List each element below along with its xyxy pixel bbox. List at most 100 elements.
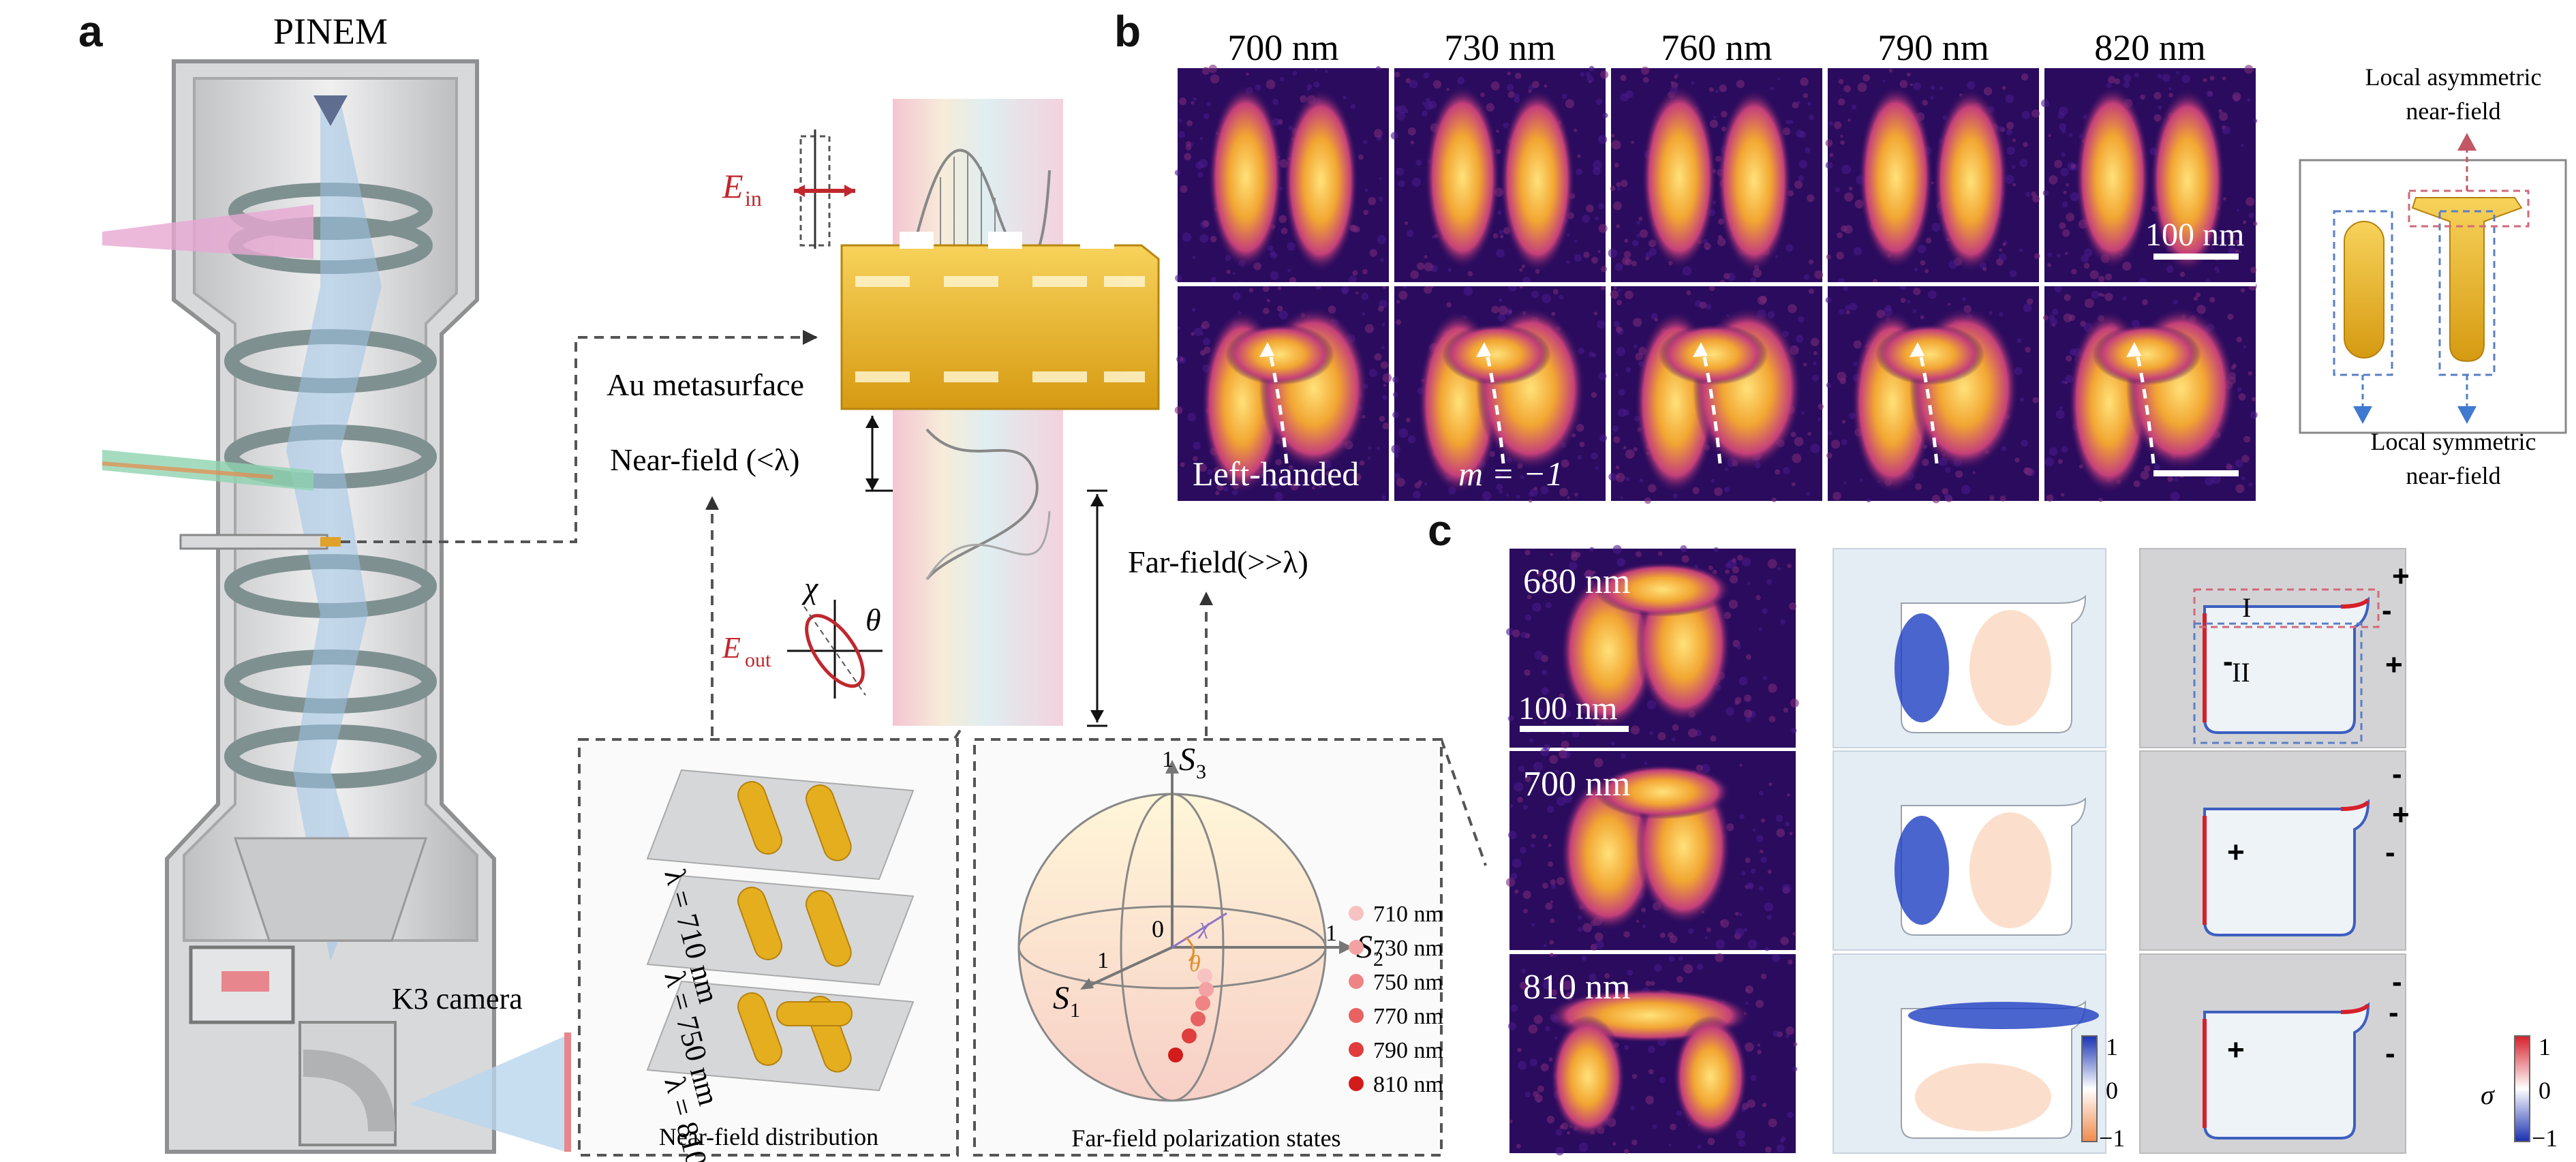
sphere-s1-sub: 1 <box>1070 999 1080 1022</box>
poincare-sphere <box>1017 760 1353 1102</box>
colorbar-sigma <box>2514 1035 2530 1142</box>
legend-dot <box>1349 906 1364 921</box>
scale-label-b: 100 nm <box>2145 217 2244 253</box>
polarization-point <box>1197 968 1212 983</box>
pinem-tile-c: 680 nm <box>1505 545 1799 752</box>
sphere-s3-sub: 3 <box>1196 761 1206 783</box>
sphere-one-right: 1 <box>1325 921 1337 946</box>
scale-bar-top <box>2153 254 2239 260</box>
panel-b-images <box>1174 64 2258 504</box>
near-field-plates <box>646 769 915 1092</box>
pinem-tile-b <box>1825 68 2040 286</box>
far-field-label: Far-field(>>λ) <box>1128 545 1308 579</box>
plus-sign: + <box>2392 560 2410 593</box>
wavelength-header-c: 700 nm <box>1523 765 1630 804</box>
e-in-sub: in <box>745 186 762 211</box>
minus-sign: - <box>2385 836 2395 869</box>
sphere-s2-sub: 2 <box>1373 948 1383 970</box>
simulation-tile <box>1833 953 2106 1154</box>
wavelength-legend: 710 nm 730 nm 750 nm 770 nm 790 nm 810 nm <box>1349 902 1443 1097</box>
polarization-point <box>1195 996 1210 1011</box>
legend-label: 790 nm <box>1373 1038 1443 1063</box>
surface-charge-tile <box>2139 953 2406 1154</box>
wavelength-header-b: 760 nm <box>1661 27 1773 68</box>
sphere-origin: 0 <box>1152 915 1164 943</box>
e-in-label: E <box>722 167 743 205</box>
region-two: II <box>2232 657 2250 688</box>
scale-bar-c <box>1520 726 1629 732</box>
wavelength-header-c: 680 nm <box>1523 562 1630 601</box>
cbar1-min: −1 <box>2099 1125 2125 1152</box>
au-metasurface <box>840 232 1160 410</box>
e-out-ellipse <box>787 600 883 699</box>
surface-charge-tile <box>2139 548 2406 748</box>
minus-sign: - <box>2392 965 2402 998</box>
schematic-rods <box>2333 133 2530 424</box>
cbar1-mid: 0 <box>2106 1077 2118 1104</box>
cbar1-max: 1 <box>2106 1033 2118 1060</box>
scale-label-c: 100 nm <box>1518 690 1617 727</box>
wavelength-header-c: 810 nm <box>1523 968 1630 1007</box>
asym-label-1: Local asymmetric <box>2365 63 2542 91</box>
left-handed-label: Left-handed <box>1193 455 1359 493</box>
plus-sign: + <box>2227 1033 2245 1067</box>
theta-label: θ <box>865 602 881 637</box>
sphere-one-top: 1 <box>1162 747 1174 772</box>
simulation-tile <box>1833 548 2106 748</box>
minus-sign: - <box>2382 594 2392 627</box>
legend-label: 810 nm <box>1373 1072 1443 1097</box>
panel-a-label: a <box>78 7 103 56</box>
legend-label: 730 nm <box>1373 936 1443 961</box>
beam-column <box>893 99 1063 726</box>
sphere-s3: S <box>1179 741 1195 778</box>
sample-connector <box>341 336 818 543</box>
far-field-caption: Far-field polarization states <box>1071 1125 1340 1152</box>
colorbar-charge <box>2081 1035 2098 1142</box>
near-field-caption: Near-field distribution <box>659 1123 878 1150</box>
e-out-label: E <box>722 631 741 664</box>
legend-dot <box>1349 1042 1364 1057</box>
k3-camera-label: K3 camera <box>392 982 523 1015</box>
pinem-tile-c: 810 nm <box>1508 952 1798 1156</box>
scale-bar-bottom <box>2153 470 2239 476</box>
plus-sign: + <box>2392 798 2410 831</box>
legend-dot <box>1349 940 1364 955</box>
pinem-tile-b <box>2040 65 2258 287</box>
asym-label-2: near-field <box>2406 97 2500 125</box>
panel-c-label: c <box>1428 506 1452 555</box>
polarization-point <box>1191 1011 1206 1026</box>
minus-sign: - <box>2385 1037 2395 1070</box>
surface-charge-tile <box>2139 750 2406 951</box>
wavelength-header-b: 730 nm <box>1444 27 1556 68</box>
sphere-one-left: 1 <box>1097 948 1109 973</box>
pinem-tile-c: 700 nm <box>1505 747 1796 951</box>
e-out-sub: out <box>745 649 771 671</box>
polarization-point <box>1182 1028 1197 1043</box>
pinem-tile-b <box>1174 64 1389 285</box>
sphere-theta: θ <box>1189 951 1201 977</box>
near-field-label: Near-field (<λ) <box>610 442 799 477</box>
sphere-chi: χ <box>1197 914 1210 939</box>
wavelength-header-b: 820 nm <box>2094 27 2206 68</box>
simulation-tile <box>1833 750 2106 951</box>
pinem-tile-b <box>2042 282 2258 502</box>
cbar2-max: 1 <box>2539 1033 2551 1060</box>
microscope-column <box>102 59 571 1154</box>
plus-sign: + <box>2227 836 2245 869</box>
panel-b-headers: 700 nm 730 nm 760 nm 790 nm 820 nm <box>1227 27 2206 68</box>
au-metasurface-label: Au metasurface <box>607 367 804 402</box>
polarization-point <box>1168 1048 1183 1062</box>
sym-label-2: near-field <box>2406 462 2500 489</box>
region-one: I <box>2242 592 2251 623</box>
minus-sign: - <box>2223 645 2233 678</box>
legend-label: 710 nm <box>1373 902 1443 927</box>
wavelength-header-b: 700 nm <box>1227 27 1339 68</box>
plus-sign: + <box>2385 648 2403 682</box>
sym-label-1: Local symmetric <box>2371 428 2536 455</box>
pinem-tile-b <box>1174 284 1392 502</box>
panel-c-images: 680 nm 700 nm 810 nm <box>1505 545 2406 1156</box>
chi-label: χ <box>801 570 819 605</box>
legend-dot <box>1349 1076 1364 1091</box>
polarization-point <box>1199 982 1214 997</box>
